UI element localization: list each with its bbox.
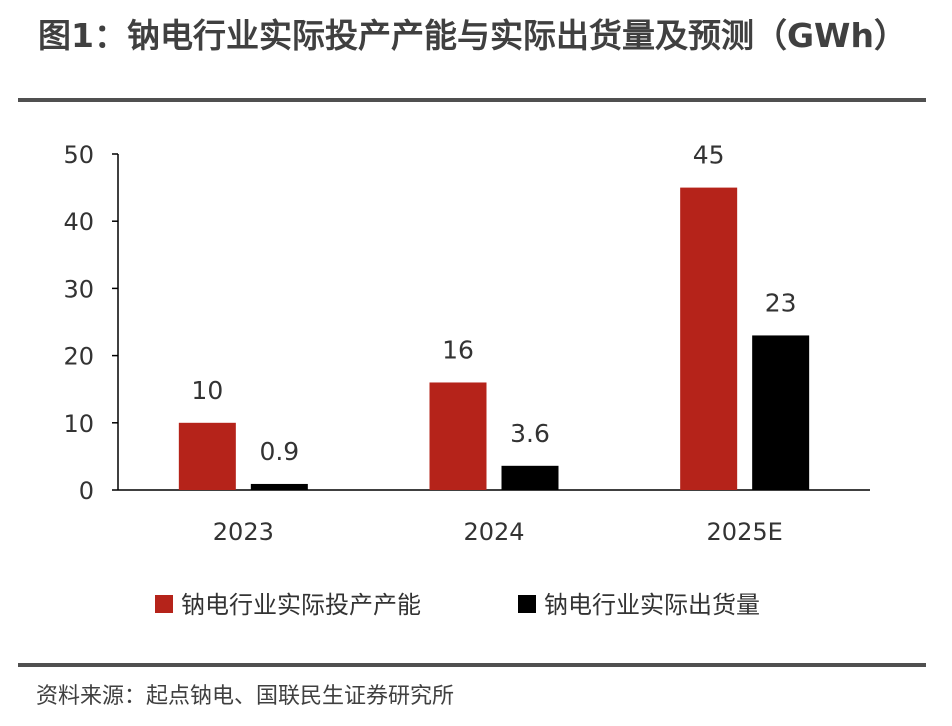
legend-label: 钠电行业实际出货量 (544, 591, 760, 619)
bar-capacity (429, 382, 487, 490)
x-tick-label: 2025E (707, 518, 783, 546)
data-label: 16 (442, 335, 474, 364)
data-label: 3.6 (510, 419, 550, 448)
data-label: 0.9 (259, 437, 299, 466)
data-label: 45 (693, 141, 725, 170)
bar-capacity (680, 187, 738, 490)
x-tick-label: 2024 (463, 518, 524, 546)
bar-shipment (501, 465, 559, 490)
y-tick-label: 50 (63, 141, 94, 169)
legend-swatch (155, 595, 173, 613)
chart-title: 图1：钠电行业实际投产产能与实际出货量及预测（GWh） (38, 16, 907, 55)
data-label: 23 (765, 288, 797, 317)
source-divider (18, 663, 926, 667)
y-tick-label: 0 (79, 477, 94, 505)
title-divider (18, 98, 926, 102)
y-tick-label: 40 (63, 208, 94, 236)
y-tick-label: 10 (63, 410, 94, 438)
legend-swatch (518, 595, 536, 613)
legend-label: 钠电行业实际投产产能 (181, 591, 421, 619)
bar-shipment (752, 335, 810, 490)
x-tick-label: 2023 (213, 518, 274, 546)
y-tick-label: 20 (63, 343, 94, 371)
bar-capacity (178, 422, 236, 490)
source-note: 资料来源：起点钠电、国联民生证券研究所 (36, 684, 455, 709)
data-label: 10 (191, 376, 223, 405)
bar-shipment (250, 483, 308, 490)
y-tick-label: 30 (63, 275, 94, 303)
